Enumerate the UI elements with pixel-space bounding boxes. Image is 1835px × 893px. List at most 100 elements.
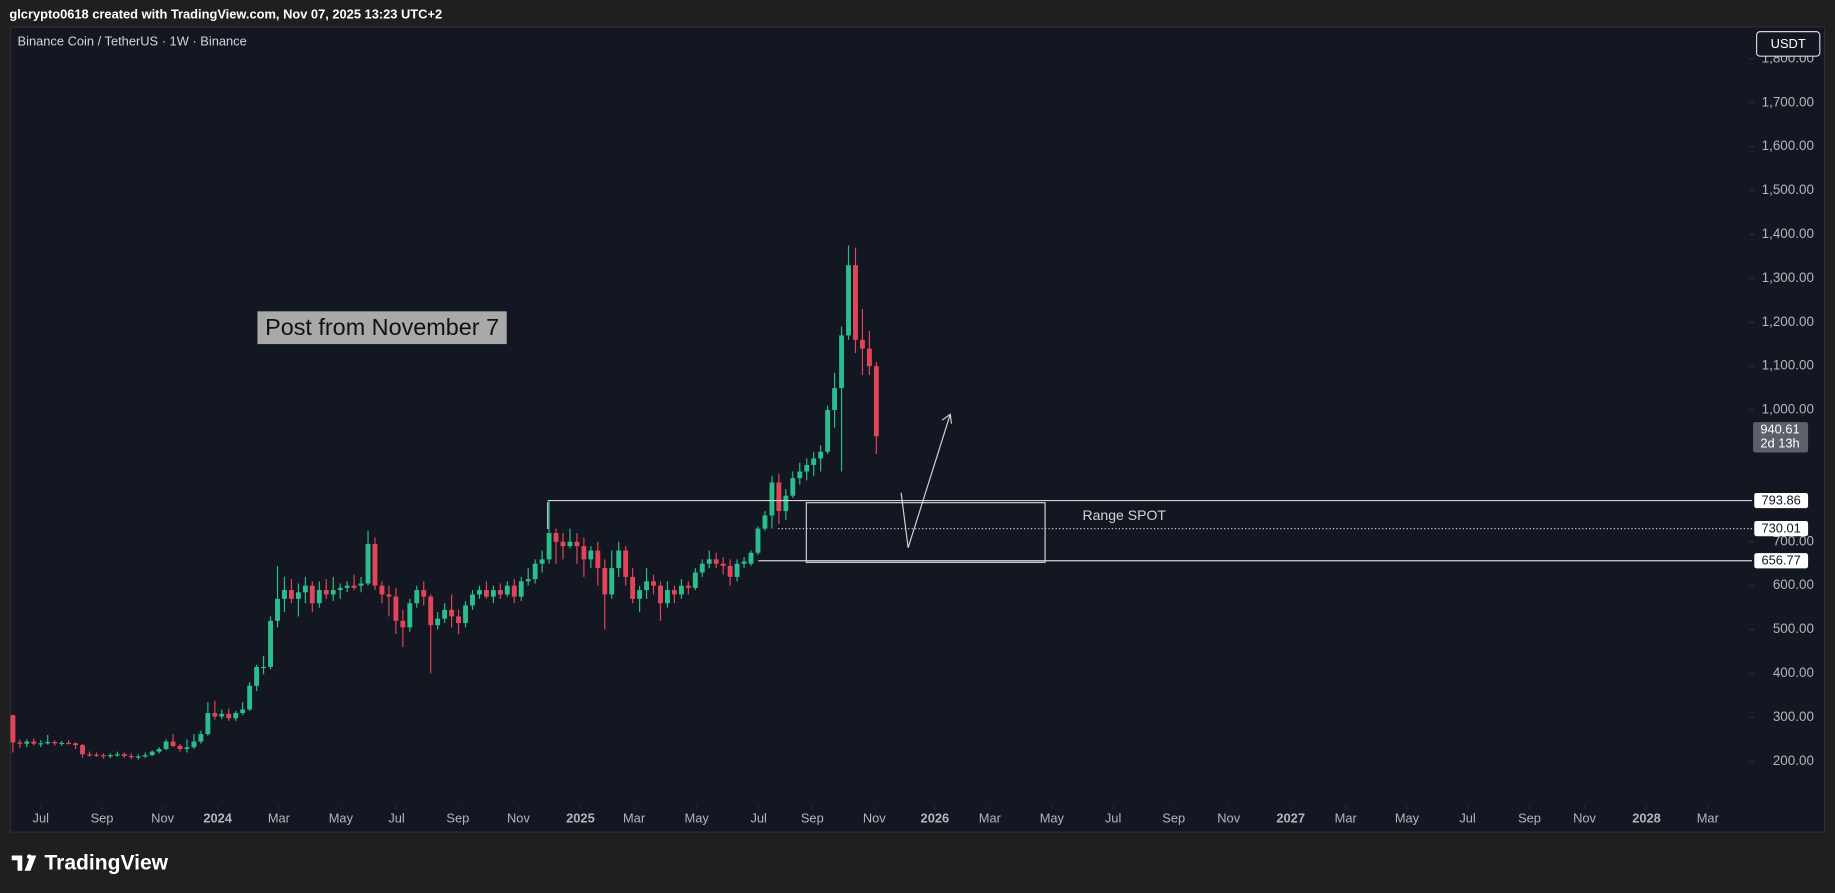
candle-body bbox=[442, 609, 448, 619]
candle-body bbox=[769, 482, 775, 516]
currency[interactable]: USDT bbox=[1771, 36, 1806, 51]
candle-body bbox=[316, 590, 322, 604]
candle-body bbox=[553, 532, 559, 542]
candle-body bbox=[581, 546, 587, 560]
candle-body bbox=[741, 561, 747, 564]
candle-body bbox=[212, 712, 218, 717]
candle-body bbox=[323, 590, 329, 595]
candle-body bbox=[734, 563, 740, 577]
currency-button[interactable] bbox=[1756, 31, 1821, 57]
candle-body bbox=[546, 532, 552, 560]
candle-body bbox=[254, 666, 260, 686]
y-tick-label: 300.00 bbox=[1773, 709, 1814, 724]
x-tick-label: Jul bbox=[33, 811, 49, 826]
candle-body bbox=[45, 741, 51, 744]
candle-body bbox=[128, 756, 134, 758]
candle-body bbox=[10, 715, 16, 743]
candle-body bbox=[658, 585, 663, 604]
candle-body bbox=[651, 581, 656, 586]
candle-body bbox=[94, 754, 99, 756]
candle-body bbox=[804, 464, 810, 472]
candle-body bbox=[518, 581, 524, 597]
candle-body bbox=[337, 587, 343, 591]
candle-body bbox=[532, 563, 538, 580]
candle-body bbox=[372, 543, 378, 586]
candle-body bbox=[309, 585, 315, 604]
x-tick-label: Jul bbox=[388, 811, 404, 826]
path-arrow bbox=[900, 414, 951, 548]
candle-body bbox=[66, 742, 72, 745]
candle-body bbox=[100, 755, 106, 757]
countdown: 2d 13h bbox=[1760, 436, 1799, 451]
candle-body bbox=[692, 572, 698, 588]
candle-body bbox=[588, 550, 594, 560]
candle-body bbox=[797, 471, 803, 479]
candle-body bbox=[156, 748, 162, 752]
x-tick-label: 2024 bbox=[203, 811, 232, 826]
candle-body bbox=[477, 590, 482, 595]
candle-body bbox=[142, 755, 148, 757]
level-label: 656.77 bbox=[1761, 553, 1800, 568]
y-tick-label: 600.00 bbox=[1773, 577, 1814, 592]
candle-body bbox=[59, 742, 65, 745]
candle-body bbox=[560, 541, 566, 547]
candle-body bbox=[574, 541, 580, 547]
x-tick-label: May bbox=[1040, 811, 1065, 826]
candle-body bbox=[184, 747, 190, 749]
candle-body bbox=[720, 563, 726, 566]
y-tick-label: 200.00 bbox=[1773, 753, 1814, 768]
candle-body bbox=[706, 559, 712, 564]
candle-body bbox=[825, 410, 831, 452]
candle-body bbox=[463, 605, 468, 623]
candle-body bbox=[428, 596, 434, 626]
candle-body bbox=[379, 585, 385, 595]
candle-body bbox=[87, 754, 92, 756]
y-tick-label: 400.00 bbox=[1773, 665, 1814, 680]
candle-body bbox=[490, 590, 496, 597]
last-price-box bbox=[1753, 422, 1809, 453]
candle-body bbox=[504, 585, 510, 595]
candle-body bbox=[52, 741, 58, 744]
x-tick-label: 2028 bbox=[1632, 811, 1661, 826]
y-tick-label: 1,600.00 bbox=[1762, 138, 1814, 153]
candle-body bbox=[470, 594, 475, 606]
candle-body bbox=[205, 712, 211, 735]
logo: TradingView bbox=[11, 851, 169, 874]
candle-body bbox=[762, 515, 768, 529]
brand: TradingView bbox=[44, 851, 168, 874]
candle-body bbox=[539, 559, 545, 564]
candle-body bbox=[602, 568, 608, 595]
arrow-head bbox=[941, 413, 953, 424]
candle-body bbox=[344, 585, 350, 588]
candle-body bbox=[846, 265, 851, 336]
candle-body bbox=[288, 590, 294, 599]
y-tick-label: 1,200.00 bbox=[1762, 314, 1814, 329]
annotation-box bbox=[257, 311, 507, 345]
candle-body bbox=[302, 585, 308, 593]
candle-body bbox=[365, 543, 371, 584]
x-tick-label: Mar bbox=[268, 811, 291, 826]
candle-body bbox=[637, 590, 643, 599]
candle-body bbox=[268, 620, 273, 667]
credit: glcrypto0618 created with TradingView.co… bbox=[9, 7, 442, 22]
candle-body bbox=[247, 685, 253, 710]
candle-body bbox=[853, 265, 858, 340]
candle-body bbox=[421, 590, 427, 597]
x-tick-label: 2027 bbox=[1276, 811, 1305, 826]
candle-body bbox=[776, 482, 782, 512]
candle-body bbox=[24, 741, 30, 744]
y-tick-label: 1,400.00 bbox=[1762, 226, 1814, 241]
x-tick-label: Mar bbox=[1335, 811, 1358, 826]
level-label: 730.01 bbox=[1761, 521, 1800, 536]
candle-body bbox=[839, 335, 844, 389]
candle-body bbox=[595, 550, 601, 569]
annotation: Post from November 7 bbox=[265, 314, 499, 340]
candle-body bbox=[358, 583, 364, 586]
candle-body bbox=[31, 741, 37, 744]
x-tick-label: Nov bbox=[1217, 811, 1240, 826]
y-tick-label: 500.00 bbox=[1773, 621, 1814, 636]
candle-body bbox=[240, 709, 246, 713]
candle-body bbox=[191, 741, 197, 748]
last-price: 940.61 bbox=[1760, 422, 1799, 437]
